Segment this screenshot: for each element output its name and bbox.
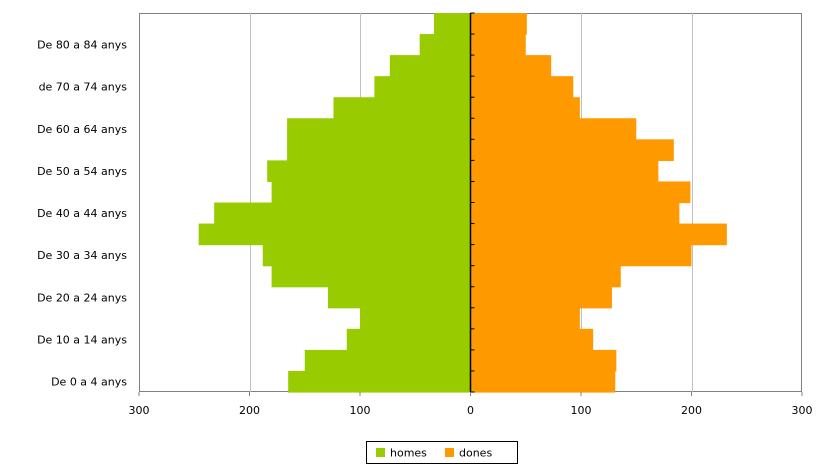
bar-homes — [360, 307, 471, 330]
x-axis-labels: 300 200 100 0 100 200 300 — [129, 404, 813, 417]
bar-dones — [470, 202, 680, 225]
bar-homes — [333, 97, 471, 119]
legend-label-dones: dones — [459, 447, 492, 460]
y-tick-label: De 50 a 54 anys — [37, 165, 127, 178]
x-tick-label: 200 — [681, 404, 702, 417]
bar-dones — [470, 349, 617, 372]
x-tick-label: 300 — [792, 404, 813, 417]
bar-homes — [374, 76, 471, 98]
y-tick-label: De 0 a 4 anys — [51, 375, 127, 388]
y-tick-label: De 30 a 34 anys — [37, 249, 127, 262]
bar-dones — [470, 244, 692, 267]
bar-homes — [346, 328, 471, 351]
bar-dones — [470, 139, 674, 161]
bar-homes — [434, 13, 471, 35]
y-axis-labels: De 0 a 4 anys De 10 a 14 anys De 20 a 24 a… — [37, 39, 127, 389]
bar-homes — [287, 139, 471, 161]
bar-homes — [271, 181, 471, 204]
bar-dones — [470, 223, 727, 246]
bar-dones — [470, 55, 552, 77]
bar-homes — [198, 223, 471, 246]
bar-homes — [419, 34, 471, 56]
bars — [198, 13, 727, 393]
legend-box — [366, 441, 518, 464]
y-tick-label: De 60 a 64 anys — [37, 123, 127, 136]
x-tick-label: 200 — [239, 404, 260, 417]
bar-dones — [470, 370, 616, 393]
bar-homes — [287, 118, 471, 140]
legend-label-homes: homes — [390, 447, 427, 460]
bar-dones — [470, 118, 637, 140]
axes — [138, 12, 803, 396]
bar-homes — [214, 202, 471, 225]
y-tick-label: De 20 a 24 anys — [37, 291, 127, 304]
bar-homes — [288, 370, 471, 393]
legend: homes dones — [366, 441, 518, 464]
x-tick-label: 300 — [129, 404, 150, 417]
bar-dones — [470, 97, 580, 119]
bar-dones — [470, 286, 612, 309]
x-tick-label: 0 — [467, 404, 474, 417]
bar-homes — [389, 55, 471, 77]
bar-dones — [470, 181, 691, 204]
bar-homes — [267, 160, 471, 183]
y-tick-label: De 10 a 14 anys — [37, 333, 127, 346]
bar-dones — [470, 328, 594, 351]
bar-homes — [327, 286, 471, 309]
bar-dones — [470, 13, 527, 35]
bar-dones — [470, 307, 580, 330]
y-tick-label: De 40 a 44 anys — [37, 207, 127, 220]
x-tick-label: 100 — [571, 404, 592, 417]
bar-homes — [304, 349, 471, 372]
legend-swatch-homes — [376, 448, 385, 457]
bar-dones — [470, 34, 526, 56]
x-tick-label: 100 — [350, 404, 371, 417]
legend-swatch-dones — [445, 448, 454, 457]
bar-homes — [262, 244, 471, 267]
y-tick-label: De 80 a 84 anys — [37, 39, 127, 52]
bar-homes — [271, 265, 471, 288]
bar-dones — [470, 76, 574, 98]
y-tick-label: de 70 a 74 anys — [39, 81, 128, 94]
bar-dones — [470, 160, 659, 183]
bar-dones — [470, 265, 621, 288]
